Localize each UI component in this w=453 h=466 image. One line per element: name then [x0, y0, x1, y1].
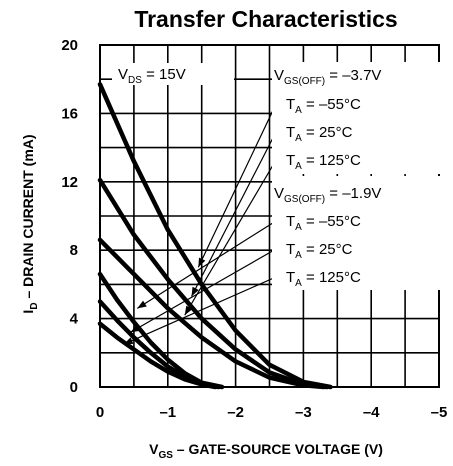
group-2-label-1-symbol: T: [286, 213, 295, 230]
curves: [97, 82, 333, 390]
x-tick-label: –4: [363, 404, 380, 421]
arrow-head: [198, 257, 206, 268]
group-1-label-3: TA = 125°C: [286, 152, 361, 172]
arrow-head: [123, 337, 134, 345]
y-tick-label: 12: [61, 174, 78, 191]
group-2-label-3: TA = 125°C: [286, 269, 361, 289]
chart-title: Transfer Characteristics: [134, 6, 397, 32]
x-tick-labels: 0 –1 –2 –3 –4 –5: [96, 404, 448, 421]
group-1-label-1-symbol: T: [286, 96, 295, 113]
group-1-label-3-subscript: A: [295, 161, 302, 172]
group-1-label-2: TA = 25°C: [286, 124, 353, 144]
arrow-head: [130, 324, 141, 333]
group-2-header-value: = –1.9V: [325, 185, 381, 202]
y-tick-label: 0: [70, 379, 78, 396]
group-1-header: VGS(OFF) = –3.7V: [274, 67, 381, 87]
x-axis-label-subscript: GS: [158, 450, 173, 461]
vds-label-backdrop: [112, 63, 234, 85]
group-2-header-subscript: GS(OFF): [284, 194, 325, 205]
x-tick-label: –1: [159, 404, 176, 421]
x-axis-label-text: – GATE-SOURCE VOLTAGE (V): [173, 441, 383, 457]
group-1-header-value: = –3.7V: [325, 67, 381, 84]
group-1-label-3-symbol: T: [286, 152, 295, 169]
curve-group2-series3: [97, 321, 218, 390]
vds-label-value: = 15V: [142, 66, 186, 83]
x-tick-label: 0: [96, 404, 104, 421]
group-1-label-1-value: = –55°C: [302, 96, 361, 113]
group-1-label-1-subscript: A: [295, 105, 302, 116]
y-tick-label: 20: [61, 37, 78, 54]
group-1-header-subscript: GS(OFF): [284, 76, 325, 87]
x-tick-label: –5: [431, 404, 448, 421]
y-tick-labels: 0 4 8 12 16 20: [61, 37, 78, 396]
group-2-header: VGS(OFF) = –1.9V: [274, 185, 381, 205]
group-2-label-2-value: = 25°C: [302, 241, 353, 258]
group-2-label-3-value: = 125°C: [302, 269, 361, 286]
arrow-head: [184, 305, 193, 316]
arrow-line: [197, 103, 277, 268]
curve-group1-series3: [97, 237, 326, 390]
x-axis-label-symbol: V: [149, 441, 159, 457]
group-2-header-symbol: V: [274, 185, 284, 202]
arrow-head: [137, 300, 147, 309]
group-2-label-1-value: = –55°C: [302, 213, 361, 230]
arrows: [123, 103, 277, 345]
arrow-line: [130, 248, 277, 333]
arrow-head: [191, 286, 199, 297]
y-axis-label-symbol: I: [20, 310, 36, 314]
group-1-label-1: TA = –55°C: [286, 96, 361, 116]
group-2-label-3-symbol: T: [286, 269, 295, 286]
y-axis-label-subscript: D: [29, 302, 40, 309]
group-2-label-2-symbol: T: [286, 241, 295, 258]
arrow-line: [184, 159, 277, 316]
group-1-label-2-value: = 25°C: [302, 124, 353, 141]
y-tick-label: 4: [70, 311, 79, 328]
vds-label-subscript: DS: [128, 75, 142, 86]
y-tick-label: 8: [70, 242, 78, 259]
group-1-label-2-subscript: A: [295, 133, 302, 144]
arrow-line: [136, 220, 277, 309]
y-axis-label: ID – DRAIN CURRENT (mA): [20, 134, 40, 313]
vds-label: VDS = 15V: [118, 66, 186, 86]
x-tick-label: –2: [227, 404, 244, 421]
group-1-header-symbol: V: [274, 67, 284, 84]
x-axis-label: VGS – GATE-SOURCE VOLTAGE (V): [149, 441, 383, 461]
group-1-label-backdrop: [272, 62, 440, 174]
arrow-line: [190, 131, 277, 297]
group-2-label-2-subscript: A: [295, 250, 302, 261]
curve-group1-series1: [97, 82, 333, 390]
y-tick-label: 16: [61, 105, 78, 122]
x-tick-label: –3: [295, 404, 312, 421]
group-2-label-2: TA = 25°C: [286, 241, 353, 261]
group-2-label-1: TA = –55°C: [286, 213, 361, 233]
group-1-label-3-value: = 125°C: [302, 152, 361, 169]
arrow-line: [123, 276, 277, 345]
group-2-label-3-subscript: A: [295, 278, 302, 289]
group-1-label-2-symbol: T: [286, 124, 295, 141]
y-axis-label-text: – DRAIN CURRENT (mA): [20, 134, 36, 302]
group-2-label-backdrop: [272, 176, 440, 290]
group-2-label-1-subscript: A: [295, 222, 302, 233]
vds-label-symbol: V: [118, 66, 128, 83]
